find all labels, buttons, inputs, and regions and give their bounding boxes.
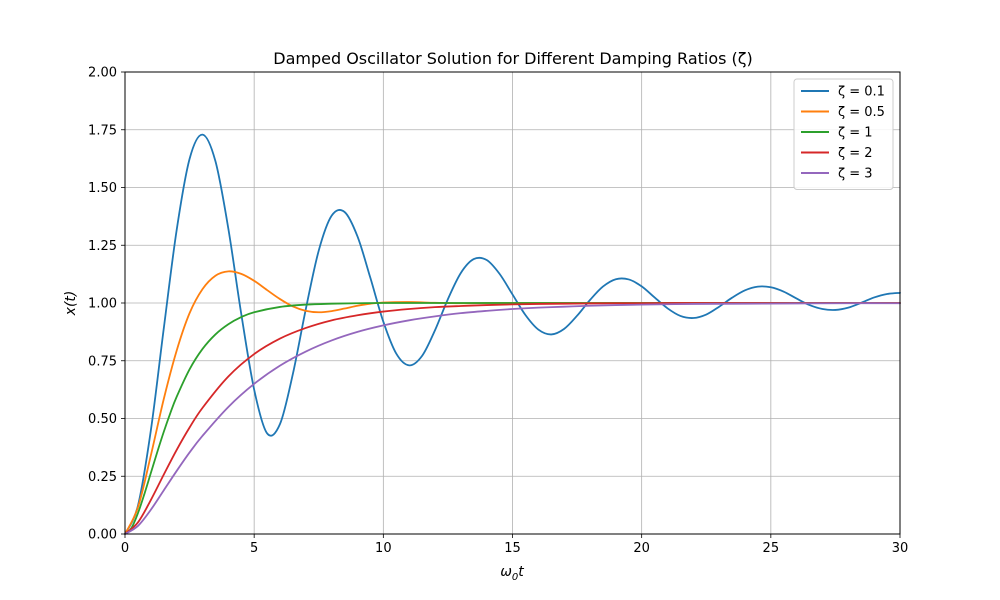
x-axis-label: ω0t (500, 564, 524, 583)
y-tick-label: 1.75 (88, 123, 117, 138)
y-tick-label: 0.00 (88, 528, 117, 543)
legend-label-0: ζ = 0.1 (838, 85, 885, 100)
y-tick-label: 0.75 (88, 354, 117, 369)
x-tick-label: 25 (763, 541, 780, 556)
series-lines (124, 133, 901, 535)
chart-title: Damped Oscillator Solution for Different… (273, 49, 752, 68)
series-line-2 (124, 302, 901, 535)
x-tick-label: 10 (375, 541, 392, 556)
y-tick-label: 0.50 (88, 412, 117, 427)
legend-label-4: ζ = 3 (838, 167, 873, 182)
x-axis-label-subscript: 0 (512, 572, 518, 583)
x-tick-label: 0 (121, 541, 129, 556)
y-axis-label: x(t) (63, 291, 79, 317)
x-tick-label: 30 (892, 541, 909, 556)
series-line-3 (124, 302, 901, 535)
legend-label-2: ζ = 1 (838, 126, 873, 141)
y-tick-label: 2.00 (88, 66, 117, 81)
y-tick-label: 1.00 (88, 297, 117, 312)
y-tick-label: 0.25 (88, 470, 117, 485)
legend-label-1: ζ = 0.5 (838, 105, 885, 120)
x-tick-label: 15 (504, 541, 521, 556)
legend: ζ = 0.1 ζ = 0.5 ζ = 1 ζ = 2 ζ = 3 (793, 78, 894, 190)
x-tick-label: 20 (633, 541, 650, 556)
x-axis-label-base: ω (500, 564, 512, 580)
x-axis-label-tail: t (518, 564, 524, 580)
series-line-0 (124, 133, 901, 535)
series-line-4 (124, 302, 901, 535)
legend-label-3: ζ = 2 (838, 146, 873, 161)
x-tick-label: 5 (250, 541, 258, 556)
y-tick-label: 1.25 (88, 239, 117, 254)
x-ticks: 0 5 10 15 20 25 30 (121, 534, 908, 556)
y-ticks: 0.00 0.25 0.50 0.75 1.00 1.25 1.50 1.75 2.00 (88, 66, 125, 543)
y-tick-label: 1.50 (88, 181, 117, 196)
legend-box (793, 78, 894, 190)
